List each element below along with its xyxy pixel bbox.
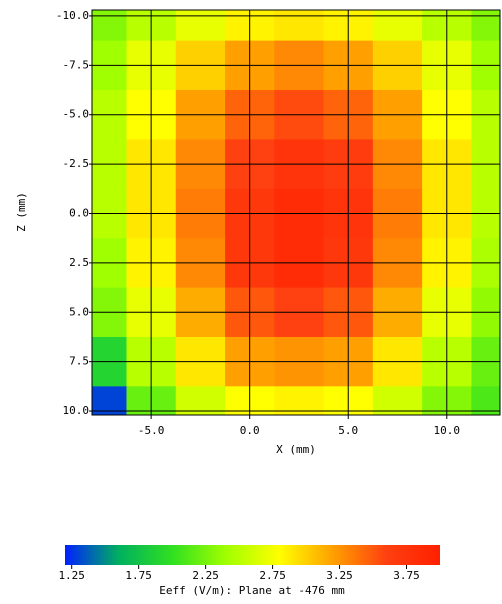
heat-cell — [274, 386, 325, 415]
grid — [92, 10, 500, 415]
y-tick-label: -7.5 — [63, 58, 90, 71]
x-tick-label: 0.0 — [240, 424, 260, 437]
colorbar-tick-label: 2.75 — [259, 569, 286, 582]
heat-cell — [92, 10, 128, 42]
x-tick-label: 10.0 — [434, 424, 461, 437]
y-tick-label: 10.0 — [63, 404, 90, 417]
x-tick-label: -5.0 — [138, 424, 165, 437]
colorbar-tick-label: 2.25 — [192, 569, 219, 582]
x-tick-label: 5.0 — [338, 424, 358, 437]
plot-frame — [91, 9, 501, 416]
y-tick-label: -5.0 — [63, 108, 90, 121]
colorbar-tick-label: 1.75 — [125, 569, 152, 582]
y-tick-label: -10.0 — [56, 9, 89, 22]
heat-cell — [175, 10, 226, 42]
heat-cell — [175, 386, 226, 415]
colorbar — [65, 545, 440, 565]
heat-cell — [372, 386, 423, 415]
colorbar-label: Eeff (V/m): Plane at -476 mm — [159, 584, 345, 597]
y-tick-label: 2.5 — [69, 256, 89, 269]
colorbar-tick-label: 3.75 — [393, 569, 420, 582]
heat-cell — [372, 10, 423, 42]
heat-cell — [92, 386, 128, 415]
heat-cell — [471, 10, 500, 42]
heat-cell — [274, 10, 325, 42]
colorbar-tick-label: 1.25 — [58, 569, 85, 582]
y-tick-label: 7.5 — [69, 355, 89, 368]
y-tick-label: -2.5 — [63, 157, 90, 170]
heat-cell — [471, 386, 500, 415]
colorbar-tick-label: 3.25 — [326, 569, 353, 582]
y-tick-label: 5.0 — [69, 305, 89, 318]
y-tick-label: 0.0 — [69, 206, 89, 219]
y-axis-label: Z (mm) — [15, 192, 28, 232]
x-axis-label: X (mm) — [276, 443, 316, 456]
